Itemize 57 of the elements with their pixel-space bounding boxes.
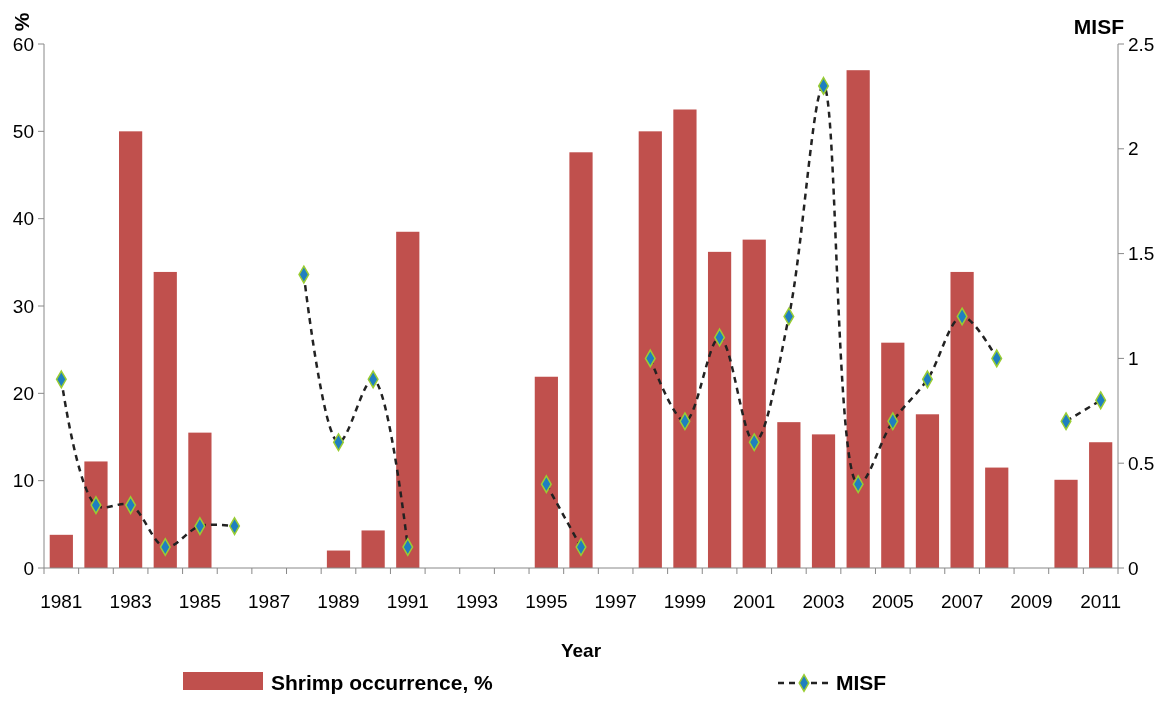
bar xyxy=(950,271,974,568)
x-axis-title: Year xyxy=(560,640,602,661)
bar xyxy=(673,109,697,568)
y2-tick-label: 0.5 xyxy=(1128,452,1155,474)
y2-tick-label: 1.5 xyxy=(1128,243,1155,265)
bar xyxy=(707,251,732,568)
x-tick-label: 2003 xyxy=(802,591,845,612)
bar xyxy=(1054,479,1078,568)
bar xyxy=(742,239,766,568)
x-tick-label: 1993 xyxy=(455,591,499,612)
x-tick-label: 1989 xyxy=(317,591,360,612)
legend-label: Shrimp occurrence, % xyxy=(271,671,494,694)
y-tick-label: 30 xyxy=(12,295,34,317)
bar xyxy=(188,432,212,568)
x-tick-label: 1985 xyxy=(178,591,222,612)
x-tick-label: 1997 xyxy=(594,591,637,612)
x-tick-label: 2011 xyxy=(1080,591,1122,612)
y2-tick-label: 0 xyxy=(1128,557,1139,579)
bar xyxy=(569,152,593,568)
bar xyxy=(49,534,73,568)
x-tick-label: 1991 xyxy=(386,591,429,612)
legend-label: MISF xyxy=(836,671,887,694)
x-tick-label: 1995 xyxy=(525,591,568,612)
x-tick-label: 2007 xyxy=(940,591,984,612)
bar xyxy=(119,131,143,568)
bar xyxy=(811,434,836,568)
x-tick-label: 1987 xyxy=(248,591,291,612)
bar xyxy=(1089,442,1113,568)
bar xyxy=(326,550,351,568)
y2-tick-label: 2.5 xyxy=(1128,33,1155,55)
x-tick-label: 1983 xyxy=(109,591,152,612)
y-tick-label: 50 xyxy=(12,120,34,142)
bar xyxy=(915,414,940,568)
y2-tick-label: 2 xyxy=(1128,138,1139,160)
bar xyxy=(396,231,420,568)
y-tick-label: 10 xyxy=(12,470,34,492)
x-tick-label: 1999 xyxy=(663,591,707,612)
y-tick-label: 40 xyxy=(12,208,34,230)
y-tick-label: 20 xyxy=(12,382,34,404)
y2-axis-title: MISF xyxy=(1073,15,1125,38)
bar xyxy=(361,530,385,568)
bar xyxy=(638,131,662,568)
bar xyxy=(985,467,1009,568)
bar xyxy=(84,461,108,568)
bar xyxy=(153,271,177,568)
bar xyxy=(881,342,905,568)
bar xyxy=(846,70,870,568)
y-tick-label: 60 xyxy=(12,33,34,55)
x-tick-label: 2001 xyxy=(733,591,776,612)
x-tick-label: 2005 xyxy=(871,591,914,612)
bar xyxy=(777,422,801,568)
y2-tick-label: 1 xyxy=(1128,348,1139,370)
x-tick-label: 2009 xyxy=(1010,591,1053,612)
x-tick-label: 1981 xyxy=(40,591,83,612)
bar xyxy=(534,376,558,568)
y-tick-label: 0 xyxy=(23,557,34,579)
y-axis-title: % xyxy=(10,12,34,32)
